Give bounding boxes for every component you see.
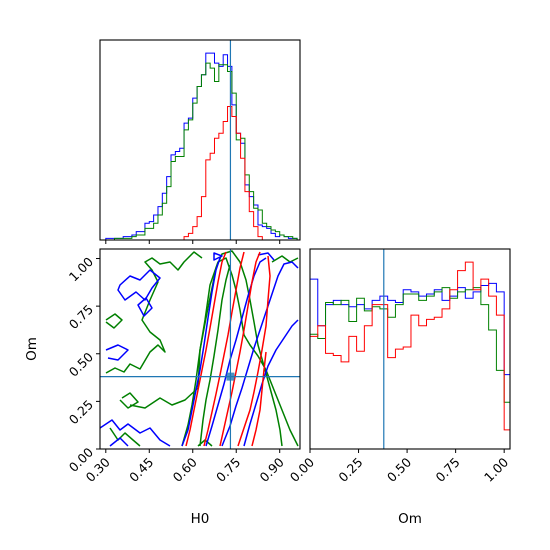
hist-h0-series-green <box>105 62 298 240</box>
contour-h0-om-panel: 0.30 0.45 0.60 0.75 0.900.000.250.500.751.00… <box>24 248 301 527</box>
contour-green-level-4 <box>109 427 141 447</box>
contour-x-tick-label: 0.75 <box>213 455 243 485</box>
contour-x-tick-label: 0.45 <box>126 455 156 485</box>
contour-y-tick-label: 0.75 <box>66 302 96 332</box>
contour-blue-level-11 <box>257 252 275 261</box>
histogram-om-panel: 0.00 0.25 0.50 0.75 1.00 Om <box>287 248 511 527</box>
contour-blue-level-5 <box>221 261 299 447</box>
contour-x-tick-label: 0.60 <box>170 454 200 484</box>
contour-green-level-6 <box>105 313 123 329</box>
contour-x-tick-label: 0.90 <box>257 454 287 484</box>
hist-om-x-tick-label: 0.25 <box>335 455 365 485</box>
contour-blue-level-7 <box>117 269 161 301</box>
hist-om-plot-area <box>310 249 510 449</box>
contour-red-level-4 <box>237 255 271 447</box>
contour-green-level-5 <box>105 251 203 374</box>
contour-plot-area <box>100 249 300 449</box>
contour-green-level-2 <box>181 250 283 447</box>
contour-blue-level-9 <box>105 344 129 361</box>
hist-om-x-tick-label: 0.00 <box>287 454 317 484</box>
contour-y-tick-label: 0.50 <box>66 349 96 379</box>
contour-blue-level-1 <box>100 419 171 447</box>
hist-om-series-red <box>310 261 510 449</box>
hist-h0-plot-area <box>105 40 298 240</box>
contour-truth-marker <box>226 372 235 381</box>
contour-blue-level-3 <box>181 257 221 447</box>
contour-xlabel: H0 <box>191 511 210 527</box>
contour-red-level-1 <box>185 251 227 447</box>
contour-green-level-3 <box>199 264 231 447</box>
contour-y-tick-label: 0.25 <box>66 397 96 427</box>
hist-om-series-green <box>310 287 510 449</box>
contour-frame <box>99 248 301 450</box>
hist-om-x-tick-label: 1.00 <box>481 454 511 484</box>
hist-om-frame <box>309 248 511 450</box>
contour-green-level-8 <box>271 255 299 263</box>
hist-om-x-tick-label: 0.50 <box>384 454 414 484</box>
contour-ylabel: Om <box>24 337 40 361</box>
contour-red-level-2 <box>203 251 245 447</box>
hist-om-x-tick-label: 0.75 <box>432 455 462 485</box>
contour-blue-level-6 <box>243 319 299 447</box>
contour-blue-level-2 <box>109 437 129 447</box>
contour-blue-level-4 <box>205 257 267 447</box>
contour-red-level-3 <box>219 251 261 447</box>
hist-h0-frame <box>99 39 301 241</box>
hist-om-xlabel: Om <box>398 511 422 527</box>
contour-blue-level-10 <box>213 252 223 261</box>
contour-blue-level-8 <box>137 297 153 317</box>
contour-red-level-5 <box>251 351 267 447</box>
histogram-h0-panel <box>99 39 301 244</box>
contour-green-level-7 <box>119 392 139 409</box>
hist-h0-series-red <box>105 105 298 240</box>
contour-y-tick-label: 1.00 <box>66 254 96 284</box>
